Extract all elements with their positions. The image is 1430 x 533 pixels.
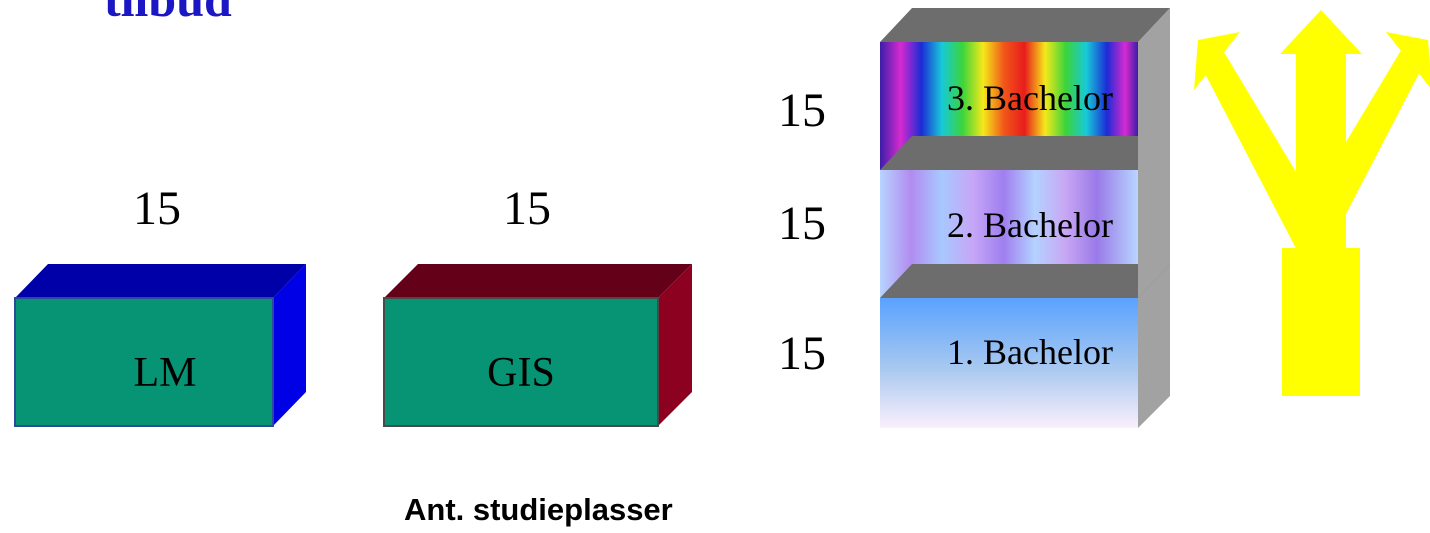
bachelor-year1-label: 1. Bachelor <box>947 332 1113 372</box>
gis-box: GIS <box>383 264 692 427</box>
lm-count: 15 <box>133 182 181 235</box>
bachelor-year1-block <box>880 298 1138 428</box>
bachelor1-count: 15 <box>778 327 826 380</box>
gis-count: 15 <box>503 182 551 235</box>
bachelor2-count: 15 <box>778 197 826 250</box>
three-way-arrow-icon <box>1194 10 1430 396</box>
bachelor3-count: 15 <box>778 84 826 137</box>
bachelor-stack: 3. Bachelor 2. Bachelor 1. Bachelor <box>880 8 1170 428</box>
page-title: tilbud <box>104 0 232 24</box>
bachelor-year2-label: 2. Bachelor <box>947 205 1113 245</box>
lm-box: LM <box>14 264 306 427</box>
gis-box-label: GIS <box>487 350 555 396</box>
caption: Ant. studieplasser <box>404 492 673 527</box>
bachelor-year3-label: 3. Bachelor <box>947 78 1113 118</box>
lm-box-label: LM <box>134 350 197 396</box>
